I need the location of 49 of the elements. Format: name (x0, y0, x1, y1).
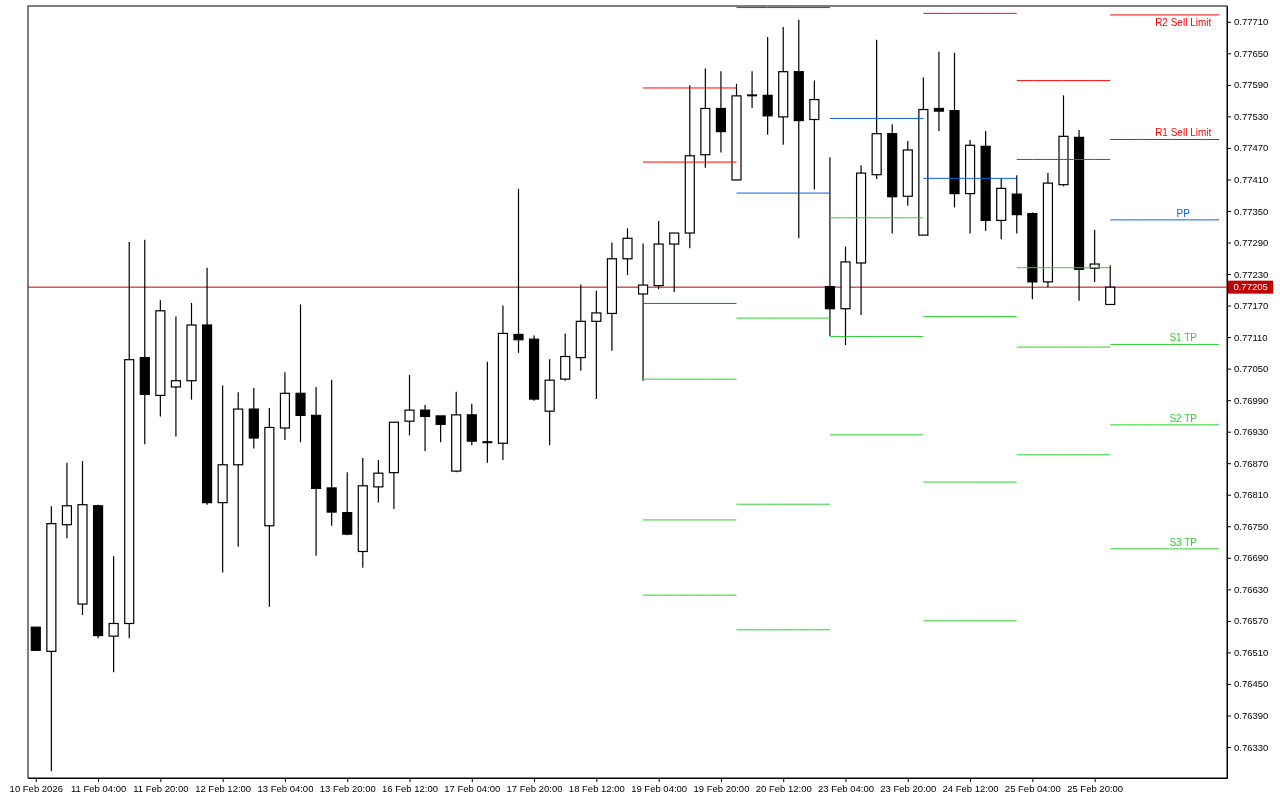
series-label: R1 Sell Limit (1155, 127, 1212, 139)
y-tick-label: 0.77050 (1234, 363, 1269, 375)
y-tick-label: 0.76390 (1234, 710, 1269, 721)
series-label: S1 TP (1169, 332, 1198, 344)
x-tick-label: 25 Feb 20:00 (1067, 782, 1124, 794)
x-tick-label: 16 Feb 12:00 (382, 782, 438, 794)
ref-line-label: 0.77205 (1233, 281, 1268, 293)
y-tick-label: 0.76630 (1234, 583, 1269, 595)
y-tick-label: 0.77110 (1234, 331, 1268, 343)
y-tick-label: 0.77350 (1234, 205, 1269, 217)
y-tick-label: 0.76930 (1234, 426, 1269, 438)
x-tick-label: 13 Feb 20:00 (319, 782, 376, 794)
x-tick-label: 12 Feb 12:00 (195, 782, 252, 794)
y-tick-label: 0.77290 (1234, 237, 1269, 249)
x-tick-label: 19 Feb 04:00 (631, 782, 688, 794)
x-tick-label: 24 Feb 12:00 (942, 782, 999, 794)
y-tick-label: 0.76750 (1234, 520, 1269, 532)
y-tick-label: 0.76870 (1234, 457, 1269, 469)
x-tick-label: 17 Feb 20:00 (506, 782, 563, 794)
series-label: S2 TP (1169, 412, 1198, 424)
y-tick-label: 0.76990 (1234, 394, 1269, 406)
y-tick-label: 0.77230 (1234, 268, 1269, 280)
y-tick-label: 0.76570 (1234, 615, 1269, 627)
x-tick-label: 25 Feb 04:00 (1004, 782, 1061, 794)
y-tick-label: 0.76330 (1234, 741, 1269, 753)
x-tick-label: 17 Feb 04:00 (444, 782, 501, 794)
x-tick-label: 13 Feb 04:00 (257, 782, 314, 794)
series-label: S3 TP (1169, 536, 1198, 548)
y-tick-label: 0.77470 (1234, 142, 1269, 154)
y-tick-label: 0.77590 (1234, 79, 1269, 91)
y-tick-label: 0.77410 (1234, 173, 1269, 185)
y-tick-label: 0.76690 (1234, 552, 1269, 564)
y-tick-label: 0.77170 (1234, 300, 1269, 312)
y-tick-label: 0.77710 (1234, 16, 1269, 28)
y-tick-label: 0.76810 (1234, 489, 1269, 501)
y-tick-label: 0.77530 (1234, 110, 1269, 122)
x-tick-label: 11 Feb 20:00 (133, 782, 189, 794)
series-label: PP (1176, 207, 1191, 219)
x-tick-label: 23 Feb 04:00 (818, 782, 874, 794)
series-label: R2 Sell Limit (1155, 16, 1212, 28)
x-tick-label: 18 Feb 12:00 (568, 782, 625, 794)
x-tick-label: 23 Feb 20:00 (880, 782, 937, 794)
y-tick-label: 0.76510 (1234, 646, 1269, 658)
x-tick-label: 10 Feb 2026 (9, 782, 63, 794)
x-tick-label: 20 Feb 12:00 (755, 782, 812, 794)
x-tick-label: 19 Feb 20:00 (693, 782, 750, 794)
y-tick-label: 0.76450 (1234, 678, 1269, 690)
x-tick-label: 11 Feb 04:00 (70, 782, 127, 794)
y-tick-label: 0.77650 (1234, 47, 1269, 59)
